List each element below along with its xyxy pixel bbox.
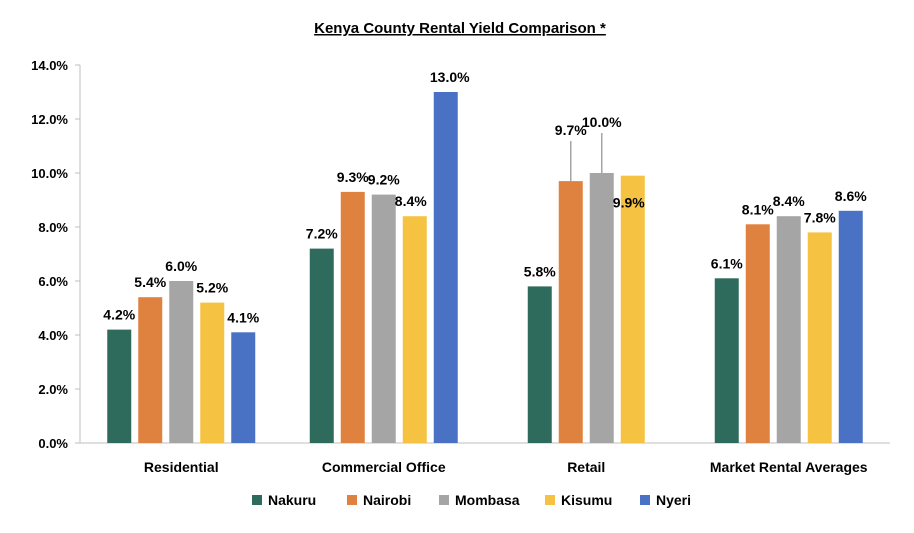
data-label: 7.2% bbox=[306, 226, 338, 242]
legend-swatch-nakuru bbox=[252, 495, 262, 505]
bar-mombasa bbox=[371, 194, 396, 443]
data-label: 5.2% bbox=[196, 280, 228, 296]
y-tick-label: 2.0% bbox=[38, 382, 68, 397]
legend-label-nairobi: Nairobi bbox=[363, 492, 411, 508]
legend-swatch-kisumu bbox=[545, 495, 555, 505]
legend-swatch-nairobi bbox=[347, 495, 357, 505]
y-tick-label: 10.0% bbox=[31, 166, 68, 181]
bar-mombasa bbox=[776, 216, 801, 443]
bar-nairobi bbox=[558, 181, 583, 443]
legend: Nakuru Nairobi Mombasa Kisumu Nyeri bbox=[252, 492, 691, 508]
legend-swatch-nyeri bbox=[640, 495, 650, 505]
data-labels: 4.2% 5.4%6.0% 5.2% 4.1% 7.2% 9.3% 9.2% 8.4% 13.0… bbox=[103, 69, 867, 325]
y-tick-label: 14.0% bbox=[31, 58, 68, 73]
data-label: 6.0% bbox=[165, 258, 197, 274]
data-label: 13.0% bbox=[430, 69, 470, 85]
x-category-label: Residential bbox=[144, 459, 219, 475]
bar-nyeri bbox=[838, 210, 863, 443]
x-category-label: Retail bbox=[567, 459, 605, 475]
x-category-label: Market Rental Averages bbox=[710, 459, 868, 475]
bar-mombasa bbox=[169, 281, 194, 443]
data-label: 8.4% bbox=[773, 193, 805, 209]
bar-nairobi bbox=[745, 224, 770, 443]
bar-kisumu bbox=[200, 302, 225, 443]
data-label: 5.4% bbox=[134, 274, 166, 290]
legend-label-nakuru: Nakuru bbox=[268, 492, 316, 508]
data-label: 7.8% bbox=[804, 209, 836, 225]
bar-nakuru bbox=[527, 286, 552, 443]
chart-title: Kenya County Rental Yield Comparison * bbox=[314, 20, 606, 37]
y-tick-label: 8.0% bbox=[38, 220, 68, 235]
data-label: 4.2% bbox=[103, 307, 135, 323]
data-label: 8.1% bbox=[742, 201, 774, 217]
y-tick-label: 4.0% bbox=[38, 328, 68, 343]
data-label: 9.2% bbox=[368, 172, 400, 188]
data-label: 5.8% bbox=[524, 263, 556, 279]
legend-label-mombasa: Mombasa bbox=[455, 492, 520, 508]
x-category-label: Commercial Office bbox=[322, 459, 446, 475]
y-tick-label: 6.0% bbox=[38, 274, 68, 289]
data-label: 4.1% bbox=[227, 309, 259, 325]
legend-swatch-mombasa bbox=[439, 495, 449, 505]
bar-nairobi bbox=[138, 297, 163, 443]
bar-nakuru bbox=[714, 278, 739, 443]
data-label: 9.7% bbox=[555, 122, 587, 138]
bar-nakuru bbox=[107, 329, 132, 443]
data-label: 8.4% bbox=[395, 193, 427, 209]
bar-nairobi bbox=[340, 191, 365, 443]
x-axis: Residential Commercial Office Retail Market… bbox=[80, 442, 890, 475]
bar-kisumu bbox=[807, 232, 832, 443]
data-label: 9.3% bbox=[337, 169, 369, 185]
bar-kisumu bbox=[620, 175, 645, 443]
legend-label-nyeri: Nyeri bbox=[656, 492, 691, 508]
bar-nyeri bbox=[433, 92, 458, 443]
y-axis: 0.0% 2.0% 4.0% 6.0% 8.0% 10.0% 12.0% 14.0% bbox=[31, 58, 81, 451]
data-label: 10.0% bbox=[582, 114, 622, 130]
bar-kisumu bbox=[402, 216, 427, 443]
bar-nakuru bbox=[309, 248, 334, 443]
bar-nyeri bbox=[231, 332, 256, 443]
y-tick-label: 12.0% bbox=[31, 112, 68, 127]
data-label: 6.1% bbox=[711, 255, 743, 271]
y-tick-label: 0.0% bbox=[38, 436, 68, 451]
data-label: 9.9% bbox=[613, 195, 645, 211]
bars bbox=[107, 92, 863, 443]
bar-mombasa bbox=[589, 173, 614, 443]
legend-label-kisumu: Kisumu bbox=[561, 492, 612, 508]
data-label: 8.6% bbox=[835, 188, 867, 204]
